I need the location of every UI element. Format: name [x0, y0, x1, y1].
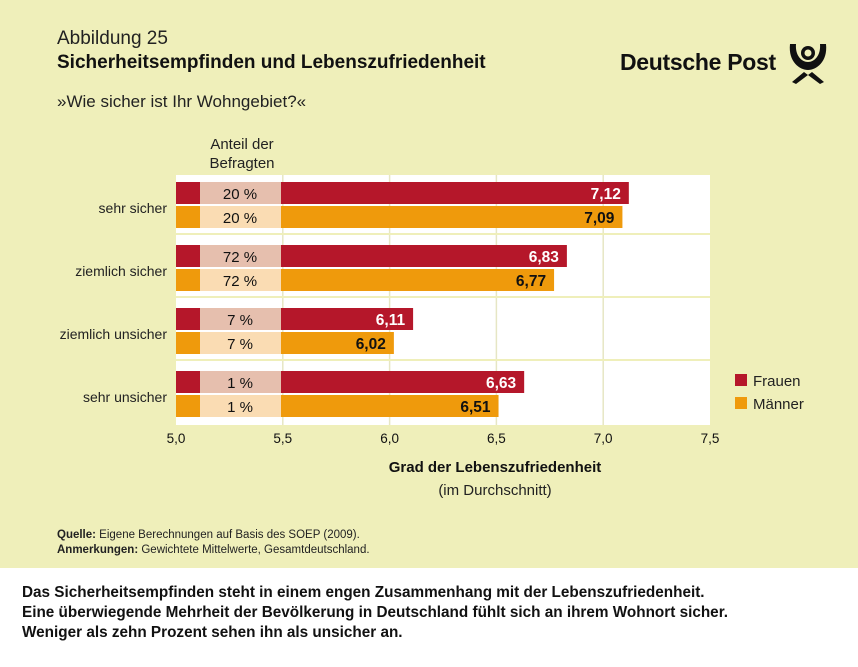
value-label: 7,12	[591, 186, 621, 203]
summary-line: Eine überwiegende Mehrheit der Bevölkeru…	[22, 604, 729, 621]
x-axis-sublabel: (im Durchschnitt)	[438, 482, 552, 499]
x-tick-label: 5,0	[167, 431, 186, 446]
share-label: 7 %	[227, 336, 253, 353]
share-label: 72 %	[223, 249, 257, 266]
value-label: 6,51	[460, 399, 491, 416]
share-cell	[200, 206, 281, 228]
series-marker	[176, 332, 200, 354]
category-label: sehr sicher	[99, 200, 168, 216]
share-cell	[200, 245, 281, 267]
value-label: 7,09	[584, 210, 615, 227]
bar-chart: 5,0 5,5 6,0 6,5 7,0 7,5 sehr sicher 20 % 7,12 20 …	[60, 175, 804, 446]
share-label: 1 %	[227, 399, 253, 416]
series-marker	[176, 245, 200, 267]
series-marker	[176, 206, 200, 228]
value-label: 6,77	[516, 273, 546, 290]
series-marker	[176, 371, 200, 393]
share-cell	[200, 269, 281, 291]
share-label: 1 %	[227, 375, 253, 392]
bar	[281, 371, 525, 393]
share-cell	[200, 332, 281, 354]
category-label: ziemlich unsicher	[60, 326, 168, 342]
footnotes: Quelle: Eigene Berechnungen auf Basis de…	[57, 528, 370, 558]
share-header-line: Anteil der	[210, 136, 274, 153]
summary-line: Das Sicherheitsempfinden steht in einem …	[22, 584, 705, 601]
legend-swatch	[735, 397, 747, 409]
group-separator	[176, 296, 710, 298]
value-label: 6,63	[486, 375, 517, 392]
summary-text: Das Sicherheitsempfinden steht in einem …	[22, 583, 728, 643]
chart-title: Sicherheitsempfinden und Lebenszufrieden…	[57, 52, 486, 73]
x-tick-label: 6,5	[487, 431, 506, 446]
series-marker	[176, 182, 200, 204]
legend-swatch	[735, 374, 747, 386]
remarks-note: Anmerkungen: Gewichtete Mittelwerte, Ges…	[57, 544, 370, 556]
bar	[281, 269, 555, 291]
figure-number: Abbildung 25	[57, 28, 168, 49]
series-marker	[176, 269, 200, 291]
bar	[281, 395, 499, 417]
bar	[281, 206, 623, 228]
bar	[281, 182, 629, 204]
x-tick-label: 7,5	[701, 431, 720, 446]
summary-line: Weniger als zehn Prozent sehen ihn als u…	[22, 624, 403, 641]
bar	[281, 308, 414, 330]
category-label: ziemlich sicher	[75, 263, 167, 279]
legend-label: Männer	[753, 396, 804, 413]
x-tick-label: 7,0	[594, 431, 613, 446]
source-note: Quelle: Eigene Berechnungen auf Basis de…	[57, 529, 360, 541]
deutsche-post-logo: Deutsche Post	[620, 40, 832, 84]
share-cell	[200, 371, 281, 393]
group-separator	[176, 359, 710, 361]
x-tick-label: 6,0	[380, 431, 399, 446]
legend-label: Frauen	[753, 373, 801, 390]
chart-subtitle: »Wie sicher ist Ihr Wohngebiet?«	[57, 92, 307, 111]
share-cell	[200, 308, 281, 330]
value-label: 6,11	[376, 312, 406, 329]
group-separator	[176, 233, 710, 235]
bar	[281, 245, 567, 267]
value-label: 6,83	[529, 249, 560, 266]
value-label: 6,02	[356, 336, 386, 353]
category-label: sehr unsicher	[83, 389, 167, 405]
share-cell	[200, 182, 281, 204]
x-axis-label: Grad der Lebenszufriedenheit	[388, 459, 602, 476]
bar	[281, 332, 394, 354]
series-marker	[176, 395, 200, 417]
share-label: 20 %	[223, 210, 257, 227]
share-header: Anteil der Befragten	[192, 135, 292, 173]
share-label: 20 %	[223, 186, 257, 203]
share-label: 72 %	[223, 273, 257, 290]
series-marker	[176, 308, 200, 330]
share-label: 7 %	[227, 312, 253, 329]
share-cell	[200, 395, 281, 417]
share-header-line: Befragten	[209, 155, 275, 172]
logo-text: Deutsche Post	[620, 48, 776, 75]
post-horn-icon	[789, 44, 827, 84]
x-tick-label: 5,5	[273, 431, 292, 446]
